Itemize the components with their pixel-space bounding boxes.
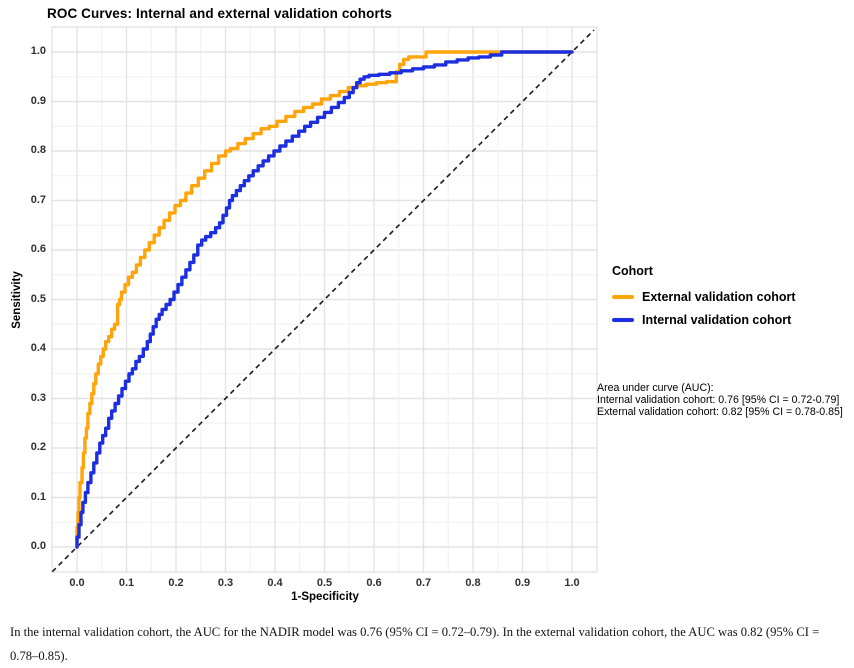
- y-tick-label: 0.9: [30, 94, 46, 107]
- figure-caption: In the internal validation cohort, the A…: [10, 625, 820, 663]
- y-tick-label: 0.2: [30, 441, 46, 453]
- y-tick-label: 0.3: [30, 391, 46, 404]
- x-tick-label: 0.9: [514, 577, 531, 589]
- x-tick-label: 0.5: [316, 577, 333, 589]
- roc-plot-canvas: [51, 26, 598, 573]
- y-tick-label: 0.4: [30, 342, 46, 354]
- auc-annotation: Area under curve (AUC): Internal validati…: [597, 382, 843, 419]
- panel-border: [51, 26, 598, 573]
- y-tick-label: 1.0: [30, 45, 46, 57]
- roc-figure: ROC Curves: Internal and external valida…: [11, 6, 843, 603]
- y-tick-label: 0.5: [30, 292, 46, 305]
- chart-title: ROC Curves: Internal and external valida…: [47, 6, 393, 21]
- legend-entry: Internal validation cohort: [612, 308, 796, 331]
- legend-entry: External validation cohort: [612, 285, 796, 308]
- y-tick-label: 0.7: [30, 193, 46, 206]
- legend: Cohort External validation cohort Interna…: [612, 264, 796, 331]
- x-tick-label: 0.3: [217, 577, 234, 589]
- legend-line-swatch: [612, 294, 634, 299]
- y-axis-label: Sensitivity: [11, 271, 23, 329]
- legend-entries: External validation cohort Internal valid…: [612, 285, 796, 331]
- auc-annotation-line: Area under curve (AUC):: [597, 382, 714, 394]
- auc-annotation-line: Internal validation cohort: 0.76 [95% CI…: [597, 394, 840, 407]
- x-axis-label: 1-Specificity: [291, 591, 359, 603]
- x-tick-label: 0.8: [465, 577, 481, 589]
- x-tick-label: 0.7: [415, 577, 432, 589]
- x-tick-label: 1.0: [564, 577, 580, 589]
- y-tick-label: 0.0: [30, 540, 46, 552]
- legend-title: Cohort: [612, 264, 653, 278]
- legend-line-swatch: [612, 317, 634, 322]
- roc-curve-external: [75, 50, 574, 549]
- reference-diagonal: [51, 29, 595, 573]
- x-tick-label: 0.1: [118, 577, 135, 589]
- auc-annotation-line: External validation cohort: 0.82 [95% CI…: [597, 406, 843, 419]
- y-tick-label: 0.6: [30, 243, 46, 255]
- x-tick-label: 0.0: [69, 577, 85, 589]
- legend-label: External validation cohort: [642, 289, 796, 304]
- roc-curve-internal: [75, 50, 574, 549]
- x-tick-label: 0.2: [168, 577, 184, 589]
- x-tick-label: 0.6: [366, 577, 382, 589]
- y-tick-label: 0.8: [30, 144, 46, 156]
- y-tick-label: 0.1: [30, 490, 46, 503]
- legend-label: Internal validation cohort: [642, 312, 792, 327]
- x-tick-label: 0.4: [267, 577, 283, 589]
